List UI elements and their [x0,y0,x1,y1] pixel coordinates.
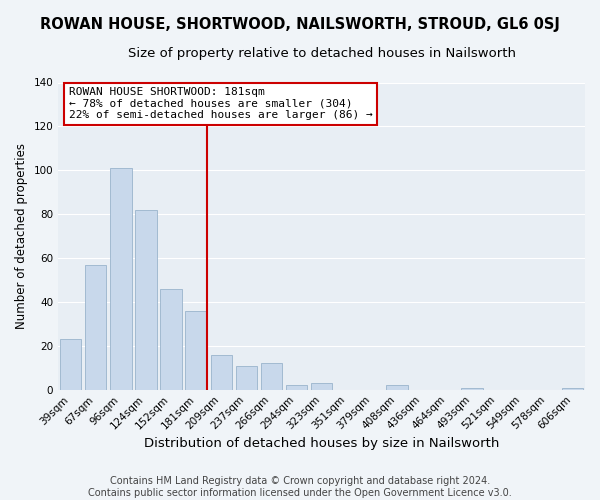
Bar [461,388,483,390]
Text: ROWAN HOUSE SHORTWOOD: 181sqm
← 78% of detached houses are smaller (304)
22% of : ROWAN HOUSE SHORTWOOD: 181sqm ← 78% of d… [69,87,373,120]
Y-axis label: Number of detached properties: Number of detached properties [15,143,28,329]
Bar [160,289,182,390]
Bar [60,340,82,390]
Bar [386,386,407,390]
Text: Contains HM Land Registry data © Crown copyright and database right 2024.
Contai: Contains HM Land Registry data © Crown c… [88,476,512,498]
Bar [286,386,307,390]
Bar [236,366,257,390]
Bar [110,168,131,390]
Bar [185,310,207,390]
Bar [136,210,157,390]
Bar [85,264,106,390]
Bar [211,354,232,390]
X-axis label: Distribution of detached houses by size in Nailsworth: Distribution of detached houses by size … [144,437,499,450]
Bar [311,383,332,390]
Title: Size of property relative to detached houses in Nailsworth: Size of property relative to detached ho… [128,48,515,60]
Bar [562,388,583,390]
Bar [261,364,282,390]
Text: ROWAN HOUSE, SHORTWOOD, NAILSWORTH, STROUD, GL6 0SJ: ROWAN HOUSE, SHORTWOOD, NAILSWORTH, STRO… [40,18,560,32]
